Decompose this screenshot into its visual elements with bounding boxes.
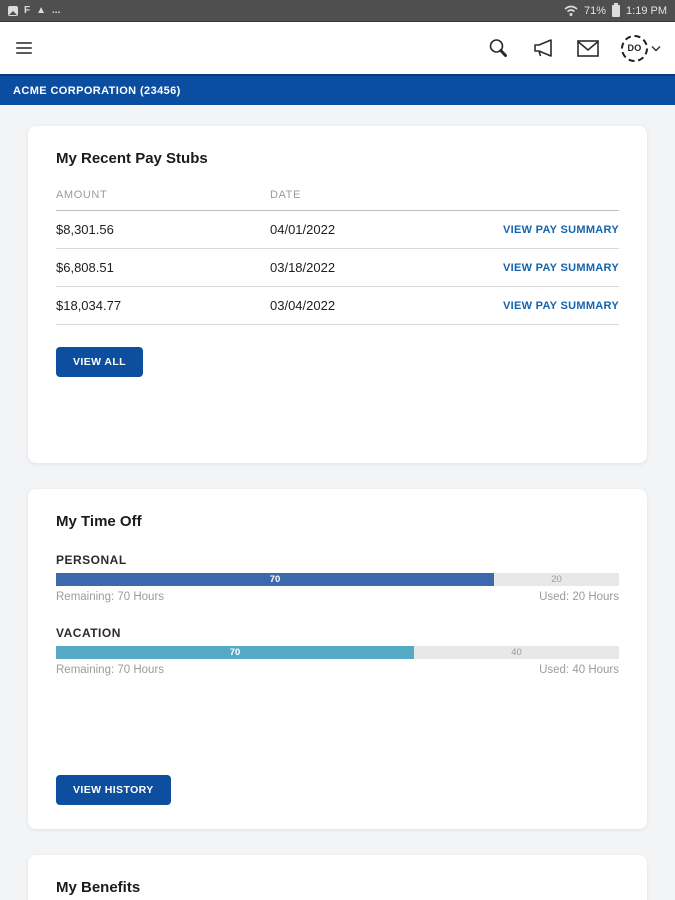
company-name: ACME CORPORATION (23456) <box>13 84 181 97</box>
chevron-down-icon <box>651 45 661 51</box>
battery-percent: 71% <box>584 4 607 17</box>
pay-stubs-table: AMOUNT DATE $8,301.56 04/01/2022 VIEW PA… <box>56 189 619 325</box>
personal-progress-track: 20 <box>494 573 619 586</box>
pay-stub-row: $18,034.77 03/04/2022 VIEW PAY SUMMARY <box>56 287 619 325</box>
vacation-remaining-value: 70 <box>229 647 241 658</box>
view-all-button[interactable]: VIEW ALL <box>56 347 143 377</box>
view-pay-summary-link[interactable]: VIEW PAY SUMMARY <box>502 299 619 312</box>
menu-button[interactable] <box>16 42 32 54</box>
notification-warning-icon: ▲ <box>36 5 47 16</box>
vacation-used-text: Used: 40 Hours <box>539 664 619 676</box>
column-header-date: DATE <box>270 189 301 201</box>
pay-stub-date: 03/04/2022 <box>270 298 336 313</box>
vacation-label: VACATION <box>56 626 121 640</box>
time-off-card: My Time Off PERSONAL 70 20 Remaining: 70… <box>28 489 647 829</box>
wifi-icon <box>564 4 578 18</box>
pay-stubs-table-header: AMOUNT DATE <box>56 189 619 211</box>
pay-stub-date: 03/18/2022 <box>270 260 336 275</box>
vacation-used-value: 40 <box>511 647 522 658</box>
view-pay-summary-link[interactable]: VIEW PAY SUMMARY <box>502 223 619 236</box>
pay-stub-amount: $18,034.77 <box>56 298 122 313</box>
search-icon[interactable] <box>486 36 510 60</box>
pay-stub-row: $8,301.56 04/01/2022 VIEW PAY SUMMARY <box>56 211 619 249</box>
pay-stub-date: 04/01/2022 <box>270 222 336 237</box>
personal-progress-fill: 70 <box>56 573 494 586</box>
time-off-personal-section: PERSONAL 70 20 Remaining: 70 Hours Used:… <box>56 553 619 603</box>
vacation-progress-bar: 70 40 <box>56 646 619 659</box>
notification-f-icon: F <box>24 5 31 16</box>
column-header-amount: AMOUNT <box>56 189 108 201</box>
app-header: DO <box>0 22 675 74</box>
personal-label: PERSONAL <box>56 553 127 567</box>
time-off-title: My Time Off <box>56 513 142 530</box>
pay-stubs-title: My Recent Pay Stubs <box>56 150 208 167</box>
vacation-remaining-text: Remaining: 70 Hours <box>56 664 165 676</box>
time-off-vacation-section: VACATION 70 40 Remaining: 70 Hours Used:… <box>56 626 619 676</box>
notification-screenshot-icon <box>8 5 18 16</box>
personal-remaining-value: 70 <box>269 574 281 585</box>
pay-stub-row: $6,808.51 03/18/2022 VIEW PAY SUMMARY <box>56 249 619 287</box>
status-bar: F ▲ ... 71% 1:19 PM <box>0 0 675 22</box>
personal-progress-bar: 70 20 <box>56 573 619 586</box>
pay-stub-amount: $8,301.56 <box>56 222 114 237</box>
mail-icon[interactable] <box>576 36 600 60</box>
view-history-button[interactable]: VIEW HISTORY <box>56 775 171 805</box>
avatar: DO <box>621 34 648 62</box>
status-time: 1:19 PM <box>626 4 667 17</box>
announcements-icon[interactable] <box>531 36 555 60</box>
personal-used-value: 20 <box>551 574 562 585</box>
more-notifications-indicator: ... <box>52 5 61 16</box>
company-banner: ACME CORPORATION (23456) <box>0 74 675 105</box>
pay-stub-amount: $6,808.51 <box>56 260 114 275</box>
vacation-progress-track: 40 <box>414 646 619 659</box>
personal-remaining-text: Remaining: 70 Hours <box>56 591 165 603</box>
pay-stubs-card: My Recent Pay Stubs AMOUNT DATE $8,301.5… <box>28 126 647 463</box>
benefits-card: My Benefits <box>28 855 647 900</box>
benefits-title: My Benefits <box>56 879 141 896</box>
main-content: My Recent Pay Stubs AMOUNT DATE $8,301.5… <box>0 105 675 900</box>
view-pay-summary-link[interactable]: VIEW PAY SUMMARY <box>502 261 619 274</box>
personal-used-text: Used: 20 Hours <box>539 591 619 603</box>
account-menu-button[interactable]: DO <box>621 34 661 62</box>
vacation-progress-fill: 70 <box>56 646 415 659</box>
battery-icon <box>612 2 621 17</box>
